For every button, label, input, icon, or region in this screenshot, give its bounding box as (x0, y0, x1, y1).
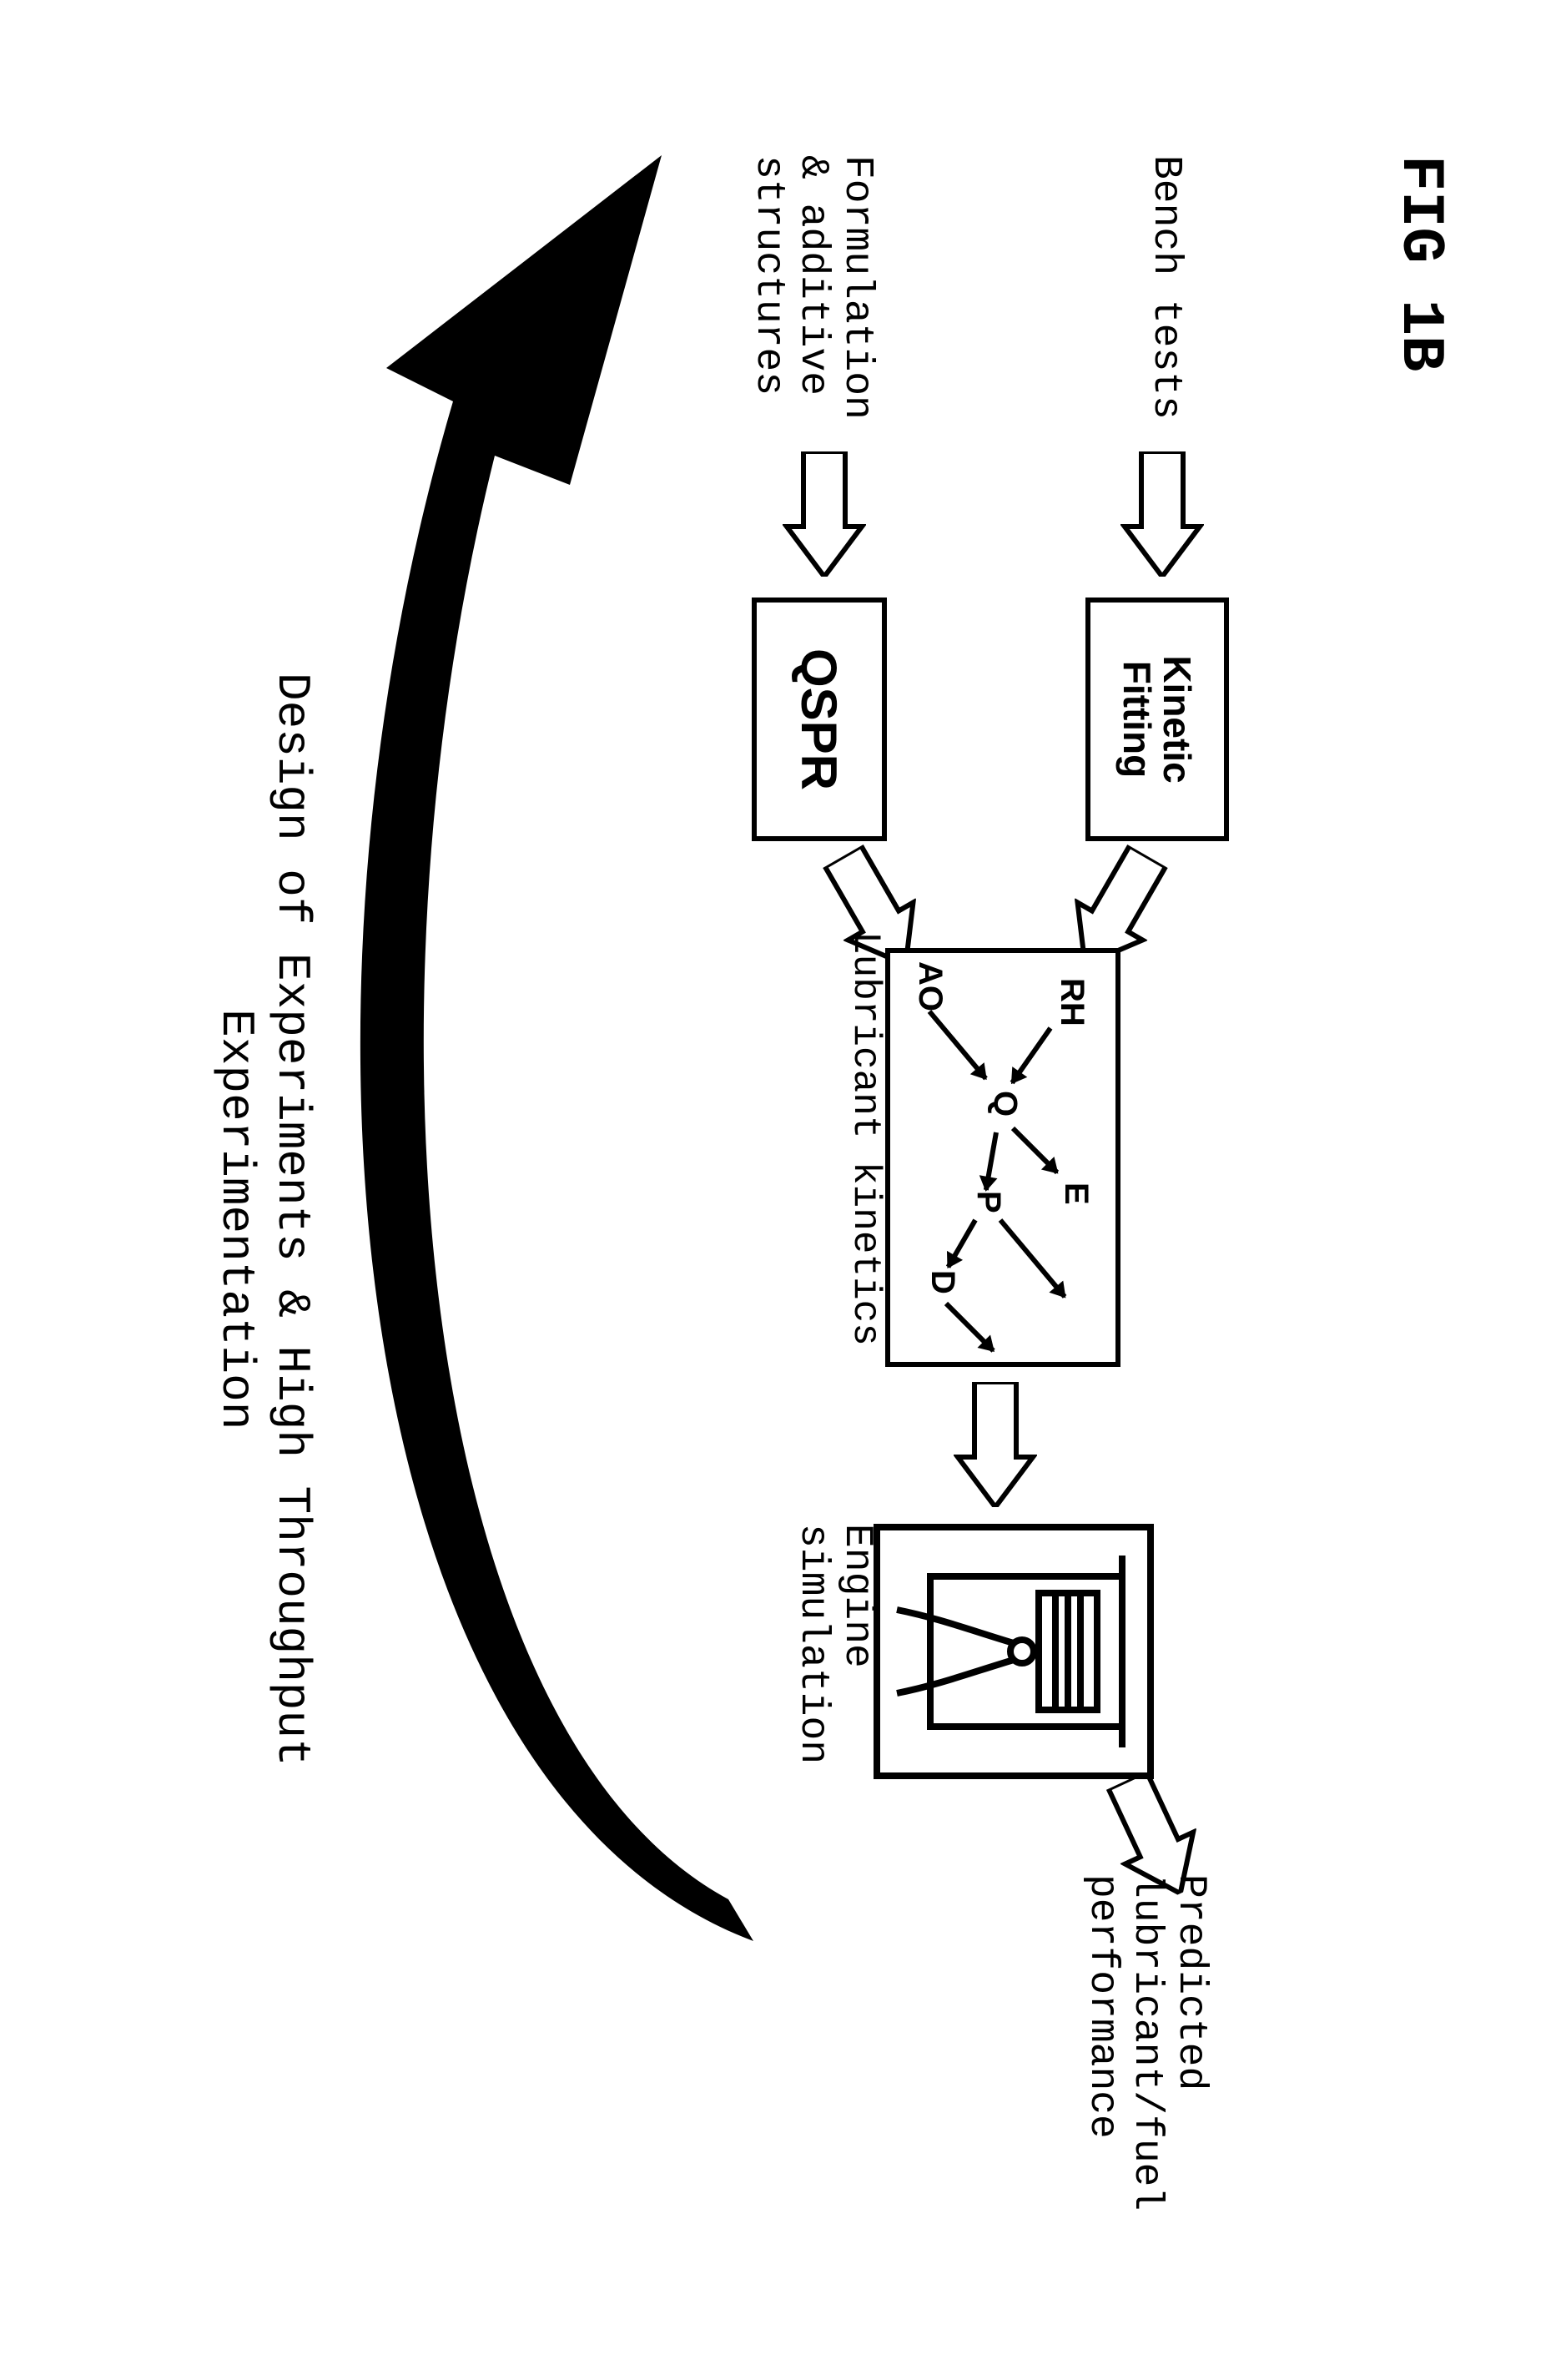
box-engine-simulation (874, 1524, 1154, 1779)
kin-arrow (1010, 1127, 1058, 1174)
kin-arrow (944, 1302, 995, 1353)
box-kinetic-fitting-label: Kinetic Fitting (1116, 603, 1197, 836)
sym-d: D (924, 1270, 961, 1294)
sym-e: E (1057, 1182, 1095, 1205)
kin-arrow (927, 1010, 987, 1080)
panel-lubricant-kinetics: RH AO Q E P D (885, 948, 1120, 1367)
sym-q: Q (986, 1091, 1024, 1117)
label-bench-tests: Bench tests (1143, 155, 1187, 420)
label-doe: Design of Experiments & High Throughput … (207, 673, 319, 1767)
sym-rh: RH (1053, 978, 1090, 1026)
sym-ao: AO (911, 961, 949, 1011)
figure-title: FIG 1B (1386, 155, 1454, 371)
kin-arrow (1010, 1026, 1052, 1084)
kin-arrow (945, 1219, 977, 1268)
feedback-arrow (336, 105, 854, 1983)
arrow-kin-to-eng (954, 1382, 1037, 1507)
sym-p: P (969, 1191, 1007, 1213)
kin-arrow (998, 1218, 1066, 1298)
arrow-bench-to-kf (1120, 451, 1204, 577)
rotated-stage: FIG 1B Bench tests Formulation & additiv… (69, 105, 1488, 2275)
kin-arrow (983, 1132, 998, 1190)
label-predicted: Predicted lubricant/fuel performance (1080, 1874, 1211, 2211)
box-kinetic-fitting: Kinetic Fitting (1085, 598, 1229, 841)
engine-icon (880, 1530, 1147, 1772)
